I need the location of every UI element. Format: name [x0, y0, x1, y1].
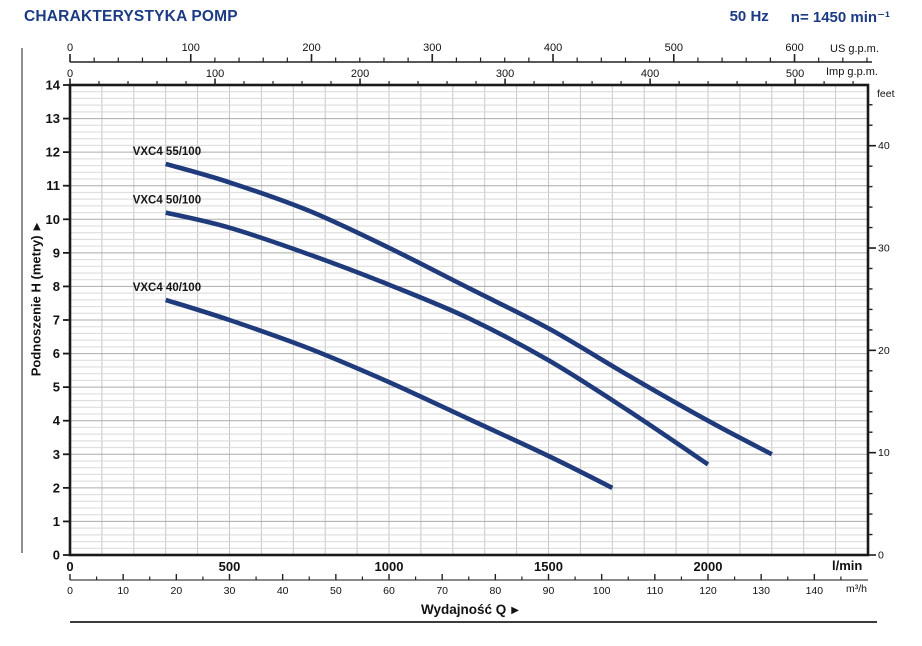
curve-label-vxc4-55-100: VXC4 55/100 [133, 146, 201, 158]
meters-tick-label: 7 [53, 313, 60, 328]
header-conditions: 50 Hz n= 1450 min⁻¹ [730, 8, 890, 26]
imp-gpm-tick-label: 100 [206, 68, 224, 80]
us-gpm-tick-label: 300 [423, 42, 441, 54]
lmin-unit-label: l/min [832, 558, 863, 573]
m3h-tick-label: 100 [593, 585, 611, 597]
m3h-tick-label: 30 [224, 585, 236, 597]
meters-tick-label: 10 [46, 212, 60, 227]
curve-vxc4-50-100 [165, 210, 710, 467]
m3h-tick-label: 40 [277, 585, 289, 597]
us-gpm-tick-label: 600 [785, 42, 803, 54]
x-axis-arrow-icon: ▶ [511, 605, 519, 616]
feet-tick-label: 40 [878, 140, 890, 152]
m3h-unit-label: m³/h [846, 583, 867, 595]
imp-gpm-tick-label: 0 [67, 68, 73, 80]
x-axis-title-text: Wydajność Q [421, 602, 507, 617]
meters-tick-label: 2 [53, 480, 60, 495]
feet-tick-label: 10 [878, 447, 890, 459]
imp-gpm-tick-label: 400 [641, 68, 659, 80]
m3h-tick-label: 60 [383, 585, 395, 597]
m3h-tick-label: 50 [330, 585, 342, 597]
curve-vxc4-55-100 [165, 161, 773, 457]
m3h-tick-label: 140 [806, 585, 824, 597]
meters-tick-label: 5 [53, 380, 60, 395]
m3h-tick-label: 70 [436, 585, 448, 597]
frequency-label: 50 Hz [729, 8, 769, 25]
feet-tick-label: 0 [878, 550, 884, 562]
meters-tick-label: 0 [53, 548, 60, 563]
us-gpm-tick-label: 200 [302, 42, 320, 54]
meters-tick-label: 4 [53, 413, 61, 428]
m3h-tick-label: 80 [489, 585, 501, 597]
meters-tick-label: 3 [53, 447, 60, 462]
feet-tick-label: 30 [878, 243, 890, 255]
feet-tick-label: 20 [878, 345, 890, 357]
m3h-tick-label: 130 [752, 585, 770, 597]
lmin-tick-label: 1500 [534, 559, 563, 574]
curve-vxc4-40-100 [165, 297, 614, 490]
bottom-border-rule [70, 621, 877, 623]
meters-tick-label: 13 [46, 111, 60, 126]
us-gpm-tick-label: 500 [665, 42, 683, 54]
m3h-tick-label: 20 [170, 585, 182, 597]
meters-tick-label: 9 [53, 245, 60, 260]
curve-label-vxc4-40-100: VXC4 40/100 [133, 282, 201, 294]
meters-tick-label: 8 [53, 279, 60, 294]
us-gpm-unit-label: US g.p.m. [830, 43, 879, 55]
imp-gpm-unit-label: Imp g.p.m. [826, 66, 878, 78]
m3h-tick-label: 10 [117, 585, 129, 597]
lmin-tick-label: 2000 [694, 559, 723, 574]
left-border-rule [21, 48, 23, 553]
meters-tick-label: 6 [53, 346, 60, 361]
lmin-tick-label: 500 [219, 559, 241, 574]
us-gpm-tick-label: 400 [544, 42, 562, 54]
lmin-tick-label: 1000 [375, 559, 404, 574]
m3h-tick-label: 110 [646, 585, 663, 597]
meters-tick-label: 14 [46, 78, 61, 93]
m3h-tick-label: 0 [67, 585, 73, 597]
x-axis-title: Wydajność Q ▶ [330, 602, 610, 617]
meters-tick-label: 12 [46, 145, 60, 160]
imp-gpm-tick-label: 300 [496, 68, 514, 80]
m3h-tick-label: 120 [699, 585, 717, 597]
page-title: CHARAKTERYSTYKA POMP [24, 8, 238, 25]
m3h-tick-label: 90 [543, 585, 555, 597]
imp-gpm-tick-label: 200 [351, 68, 369, 80]
us-gpm-tick-label: 0 [67, 42, 73, 54]
meters-tick-label: 1 [53, 514, 60, 529]
curve-label-vxc4-50-100: VXC4 50/100 [133, 195, 201, 207]
imp-gpm-tick-label: 500 [786, 68, 804, 80]
us-gpm-tick-label: 100 [182, 42, 200, 54]
lmin-tick-label: 0 [66, 559, 73, 574]
speed-label: n= 1450 min⁻¹ [790, 9, 890, 26]
meters-tick-label: 11 [46, 178, 60, 193]
feet-unit-label: feet [877, 88, 895, 100]
